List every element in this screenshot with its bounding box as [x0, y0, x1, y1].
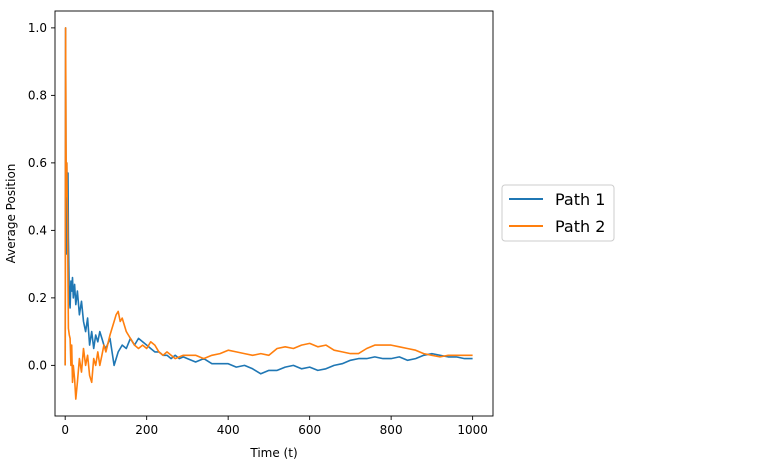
y-tick-label: 0.2: [28, 291, 47, 305]
y-tick-label: 0.4: [28, 223, 47, 237]
legend-label-path-2: Path 2: [555, 217, 605, 236]
legend-label-path-1: Path 1: [555, 190, 605, 209]
x-tick-label: 400: [217, 423, 240, 437]
x-tick-label: 800: [380, 423, 403, 437]
x-axis-ticks: 0 200 400 600 800 1000: [61, 416, 488, 437]
series-line-path-2: [64, 27, 473, 400]
y-axis-label: Average Position: [4, 164, 18, 264]
legend: Path 1 Path 2: [501, 184, 615, 242]
y-axis-ticks: 0.0 0.2 0.4 0.6 0.8 1.0: [28, 21, 55, 372]
x-tick-label: 0: [61, 423, 69, 437]
x-axis-label: Time (t): [249, 446, 297, 460]
y-tick-label: 1.0: [28, 21, 47, 35]
series-line-path-1: [64, 27, 473, 375]
y-tick-label: 0.8: [28, 88, 47, 102]
axes-frame: [54, 10, 494, 417]
x-tick-label: 1000: [457, 423, 488, 437]
x-tick-label: 600: [298, 423, 321, 437]
y-tick-label: 0.6: [28, 156, 47, 170]
plot-lines: [64, 27, 473, 400]
y-tick-label: 0.0: [28, 358, 47, 372]
x-tick-label: 200: [135, 423, 158, 437]
